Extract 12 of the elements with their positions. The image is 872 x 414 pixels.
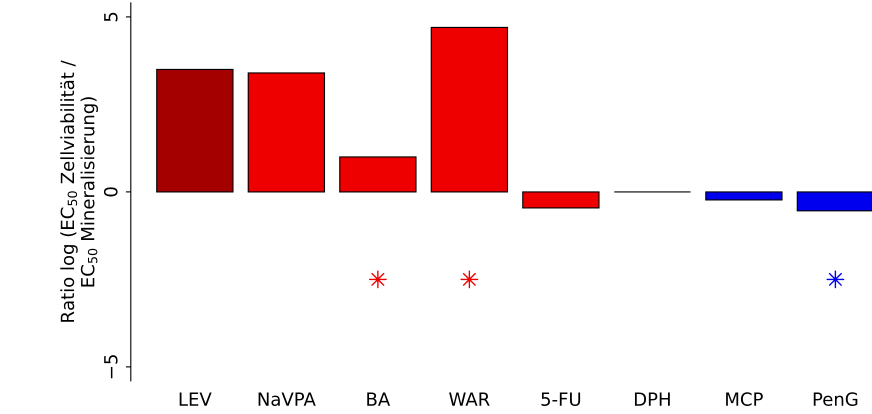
text: Ratio log (EC$_{50}$ Zellviabilität / EC$_{50}$ Mineralisierung)	[60, 60, 98, 322]
x-tick-label: MCP	[726, 392, 763, 406]
x-tick-label: LEV	[180, 392, 212, 406]
x-tick-label: NaVPA	[258, 392, 316, 406]
y-tick-label: −5	[104, 355, 118, 378]
y-tick-label: 5	[104, 12, 118, 22]
x-tick-label: WAR	[449, 392, 490, 406]
x-tick-label: 5-FU	[541, 392, 580, 406]
x-tick-label: PenG	[814, 392, 858, 406]
x-tick-label: BA	[367, 392, 390, 406]
x-tick-label: DPH	[634, 392, 670, 406]
y-tick-label: 0	[104, 187, 118, 196]
